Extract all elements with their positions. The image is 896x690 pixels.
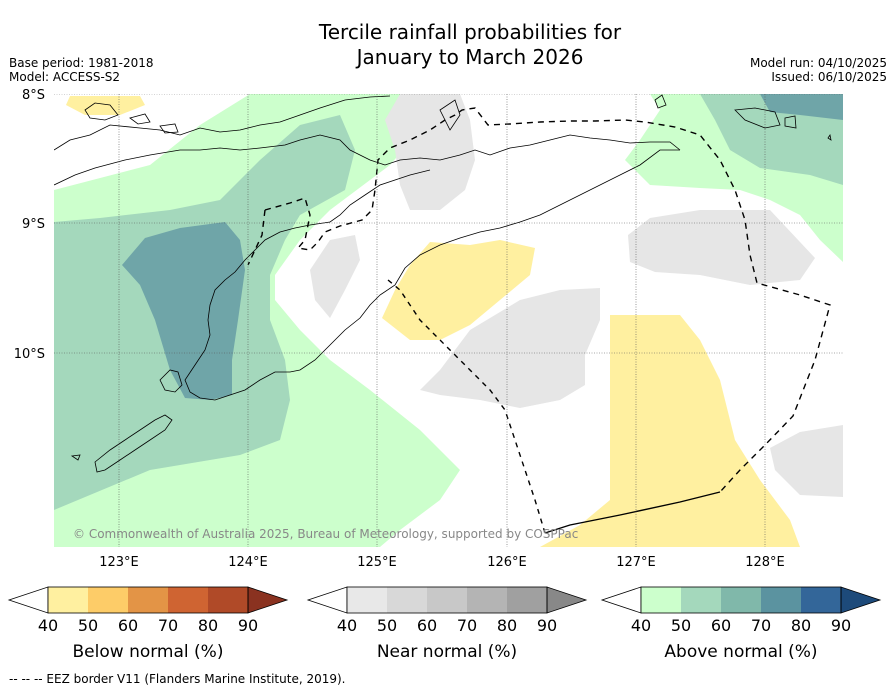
lat-label-10s: 10°S <box>14 347 45 362</box>
map-area: © Commonwealth of Australia 2025, Bureau… <box>54 94 843 547</box>
issued-date: Issued: 06/10/2025 <box>771 70 887 84</box>
lat-label-9s: 9°S <box>22 217 45 232</box>
below-normal-colorbar-segment <box>128 587 168 613</box>
near-normal-colorbar-segment <box>467 587 507 613</box>
near-normal-40-50-east <box>628 210 815 285</box>
near-normal-colorbar-tick: 50 <box>377 616 397 635</box>
coastline-islands-north <box>84 99 461 134</box>
below-normal-colorbar-low-extend <box>7 586 49 614</box>
map-title: Tercile rainfall probabilities for Janua… <box>0 20 896 70</box>
near-normal-colorbar-segment <box>347 587 387 613</box>
above-normal-colorbar: 40 50 60 70 80 90 Above normal (%) <box>600 586 882 662</box>
below-normal-40-50-north <box>66 96 145 115</box>
below-normal-colorbar: 40 50 60 70 80 90 Below normal (%) <box>7 586 289 662</box>
lon-label-126e: 126°E <box>487 555 527 570</box>
near-normal-40-50-southeast <box>770 425 843 497</box>
near-normal-40-50-north <box>385 94 475 210</box>
lon-label-128e: 128°E <box>745 555 785 570</box>
above-normal-colorbar-segment <box>721 587 761 613</box>
above-normal-colorbar-tick: 40 <box>631 616 651 635</box>
near-normal-colorbar-tick: 40 <box>337 616 357 635</box>
above-normal-colorbar-segment <box>681 587 721 613</box>
footer-note: -- -- -- EEZ border V11 (Flanders Marine… <box>9 672 346 686</box>
coastline-timor-north <box>54 95 391 151</box>
title-line-1: Tercile rainfall probabilities for <box>318 20 622 44</box>
near-normal-colorbar-segment <box>387 587 427 613</box>
above-normal-colorbar-tick: 90 <box>831 616 851 635</box>
below-normal-colorbar-outline <box>47 586 249 614</box>
coastline-west-timor <box>54 134 681 186</box>
near-normal-colorbar-segment <box>427 587 467 613</box>
eez-dashed-south <box>387 279 546 534</box>
model-name: Model: ACCESS-S2 <box>9 70 121 84</box>
below-normal-colorbar-segment <box>168 587 208 613</box>
title-line-2: January to March 2026 <box>356 45 584 69</box>
below-normal-40-50-southeast <box>540 315 800 547</box>
gridlines <box>54 94 843 547</box>
meta-right: Model run: 04/10/2025 Issued: 06/10/2025 <box>750 56 887 84</box>
below-normal-colorbar-tick: 70 <box>158 616 178 635</box>
below-normal-colorbar-segment <box>48 587 88 613</box>
eez-dashed <box>264 107 831 493</box>
lon-label-123e: 123°E <box>99 555 139 570</box>
above-normal-colorbar-label: Above normal (%) <box>664 642 817 662</box>
near-normal-colorbar-outline <box>346 586 548 614</box>
coastline-sawu <box>94 414 173 473</box>
below-normal-colorbar-tick: 60 <box>118 616 138 635</box>
coastline-rote <box>159 369 183 393</box>
meta-left: Base period: 1981-2018 Model: ACCESS-S2 <box>9 56 154 84</box>
above-normal-60-70-west <box>122 222 245 400</box>
lon-label-124e: 124°E <box>228 555 268 570</box>
above-normal-colorbar-tick: 70 <box>751 616 771 635</box>
near-normal-colorbar: 40 50 60 70 80 90 Near normal (%) <box>306 586 588 662</box>
above-normal-colorbar-segment <box>761 587 801 613</box>
below-normal-colorbar-segment <box>88 587 128 613</box>
coastlines <box>54 94 832 473</box>
below-normal-colorbar-tick: 80 <box>198 616 218 635</box>
eez-solid <box>544 491 721 534</box>
above-normal-colorbar-high-extend <box>840 586 882 614</box>
near-normal-colorbar-high-extend <box>546 586 588 614</box>
near-normal-colorbar-tick: 60 <box>417 616 437 635</box>
below-normal-colorbar-segment <box>208 587 248 613</box>
above-normal-50-60-northeast <box>700 94 843 185</box>
coastline-ndana <box>70 454 81 461</box>
base-period: Base period: 1981-2018 <box>9 56 154 70</box>
below-normal-colorbar-tick: 50 <box>78 616 98 635</box>
above-normal-colorbar-segment <box>641 587 681 613</box>
model-run: Model run: 04/10/2025 <box>749 56 887 70</box>
lon-label-127e: 127°E <box>616 555 656 570</box>
near-normal-colorbar-tick: 90 <box>537 616 557 635</box>
near-normal-colorbar-low-extend <box>306 586 348 614</box>
below-normal-colorbar-tick: 40 <box>38 616 58 635</box>
above-normal-colorbar-tick: 80 <box>791 616 811 635</box>
above-normal-colorbar-segment <box>801 587 841 613</box>
below-normal-colorbar-tick: 90 <box>238 616 258 635</box>
above-normal-colorbar-tick: 50 <box>671 616 691 635</box>
eez-border <box>247 107 831 534</box>
above-normal-colorbar-tick: 60 <box>711 616 731 635</box>
lat-label-8s: 8°S <box>22 88 45 103</box>
above-normal-60-70-northeast <box>760 94 843 120</box>
eez-dashed-west <box>247 209 266 266</box>
near-normal-colorbar-label: Near normal (%) <box>377 642 517 662</box>
coastline-islands-northeast <box>654 94 832 141</box>
colorbars: 40 50 60 70 80 90 Below normal (%) 40 50 60 70 80 90… <box>7 586 882 662</box>
below-normal-colorbar-label: Below normal (%) <box>73 642 224 662</box>
above-normal-colorbar-outline <box>640 586 842 614</box>
near-normal-colorbar-segment <box>507 587 547 613</box>
near-normal-40-50-central <box>420 288 600 408</box>
near-normal-colorbar-tick: 80 <box>497 616 517 635</box>
copyright-text: © Commonwealth of Australia 2025, Bureau… <box>73 527 578 541</box>
above-normal-colorbar-low-extend <box>600 586 642 614</box>
near-normal-colorbar-tick: 70 <box>457 616 477 635</box>
coastline-timor-south <box>184 149 680 401</box>
below-normal-40-50-central <box>382 240 535 340</box>
near-normal-40-50-west-small <box>310 235 360 318</box>
below-normal-colorbar-high-extend <box>247 586 289 614</box>
lon-label-125e: 125°E <box>357 555 397 570</box>
